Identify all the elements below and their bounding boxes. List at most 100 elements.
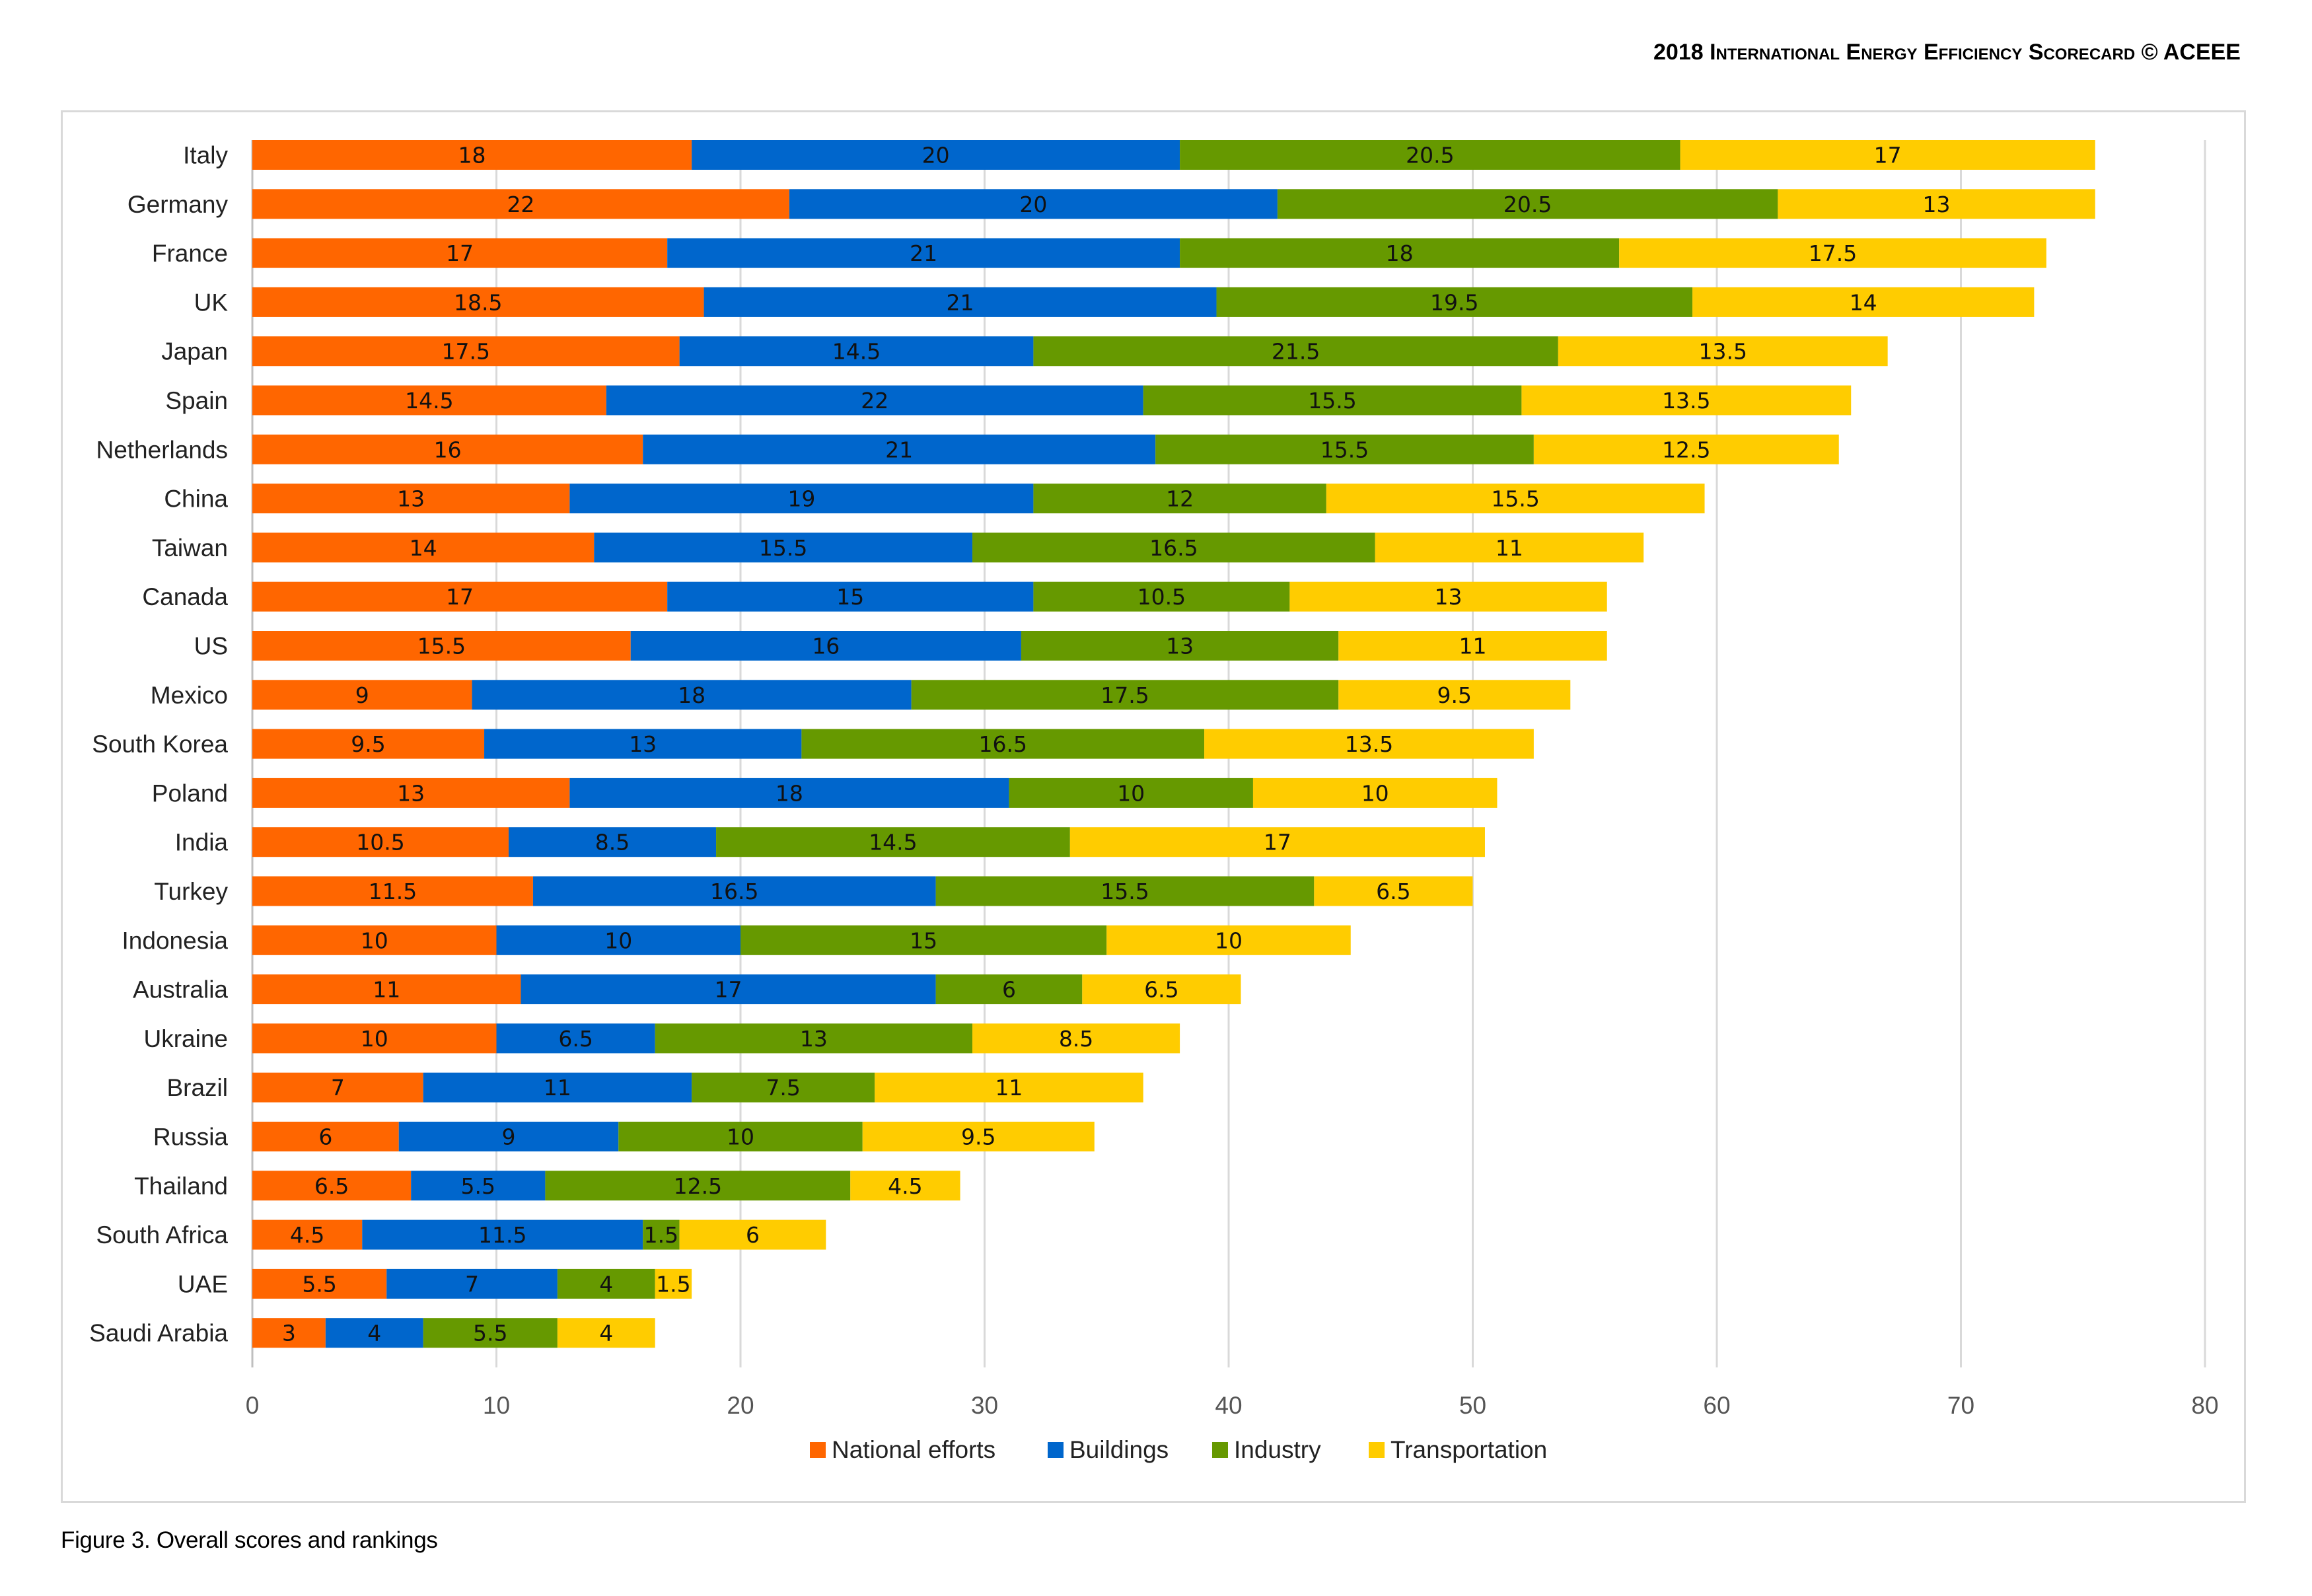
bar-uae-industry xyxy=(557,1268,655,1299)
category-label-turkey: Turkey xyxy=(154,878,228,905)
data-label-canada-national-efforts: 17 xyxy=(446,584,474,610)
bar-indonesia-transportation xyxy=(1106,925,1351,955)
category-label-italy: Italy xyxy=(183,142,228,169)
data-label-poland-national-efforts: 13 xyxy=(397,780,425,806)
bar-us-national-efforts xyxy=(252,631,631,661)
bar-ukraine-national-efforts xyxy=(252,1023,497,1054)
category-label-indonesia: Indonesia xyxy=(122,927,229,954)
bar-india-national-efforts xyxy=(252,827,509,857)
bar-south-africa-buildings xyxy=(362,1219,643,1250)
bar-japan-buildings xyxy=(679,336,1034,367)
category-label-uk: UK xyxy=(194,289,229,316)
data-label-germany-national-efforts: 22 xyxy=(507,192,534,217)
legend-label-industry: Industry xyxy=(1234,1436,1321,1463)
bar-france-buildings xyxy=(667,238,1180,268)
bar-south-africa-industry xyxy=(643,1219,680,1250)
category-label-india: India xyxy=(175,829,229,856)
bar-poland-buildings xyxy=(569,778,1009,808)
bar-italy-buildings xyxy=(692,140,1180,170)
data-label-turkey-transportation: 6.5 xyxy=(1376,879,1410,904)
bar-russia-transportation xyxy=(862,1122,1095,1151)
bar-mexico-transportation xyxy=(1338,680,1571,710)
data-label-russia-buildings: 9 xyxy=(501,1124,515,1150)
data-label-france-transportation: 17.5 xyxy=(1809,240,1857,266)
bar-poland-national-efforts xyxy=(252,778,570,808)
data-label-south-africa-transportation: 6 xyxy=(746,1222,760,1248)
data-label-netherlands-industry: 15.5 xyxy=(1320,437,1369,462)
bar-netherlands-buildings xyxy=(643,434,1156,464)
bar-india-industry xyxy=(716,827,1070,857)
data-label-uk-buildings: 21 xyxy=(947,289,974,315)
category-label-china: China xyxy=(164,486,228,513)
data-label-brazil-national-efforts: 7 xyxy=(331,1075,345,1101)
category-label-south-korea: South Korea xyxy=(92,731,228,758)
category-label-uae: UAE xyxy=(178,1270,228,1297)
data-label-mexico-buildings: 18 xyxy=(678,682,705,708)
bar-south-korea-national-efforts xyxy=(252,729,485,759)
x-tick-label-30: 30 xyxy=(971,1392,998,1419)
legend-swatch-buildings xyxy=(1048,1442,1064,1458)
data-label-italy-industry: 20.5 xyxy=(1406,143,1454,168)
bar-canada-national-efforts xyxy=(252,581,668,612)
data-label-south-korea-transportation: 13.5 xyxy=(1345,731,1393,757)
bar-japan-national-efforts xyxy=(252,336,680,367)
data-label-turkey-national-efforts: 11.5 xyxy=(369,879,417,904)
bar-russia-national-efforts xyxy=(252,1122,399,1151)
bar-brazil-national-efforts xyxy=(252,1072,423,1103)
bar-poland-transportation xyxy=(1252,778,1498,808)
data-label-taiwan-transportation: 11 xyxy=(1496,535,1523,561)
bar-germany-transportation xyxy=(1778,189,2095,219)
bar-italy-transportation xyxy=(1680,140,2095,170)
bar-uk-transportation xyxy=(1692,287,2035,317)
data-label-india-transportation: 17 xyxy=(1264,830,1291,855)
data-label-taiwan-buildings: 15.5 xyxy=(759,535,807,561)
data-label-spain-buildings: 22 xyxy=(861,388,888,414)
data-label-taiwan-industry: 16.5 xyxy=(1149,535,1198,561)
bar-china-industry xyxy=(1033,484,1326,514)
data-label-brazil-buildings: 11 xyxy=(544,1075,571,1101)
category-label-netherlands: Netherlands xyxy=(96,436,228,463)
data-label-ukraine-transportation: 8.5 xyxy=(1059,1026,1093,1052)
x-tick-label-20: 20 xyxy=(727,1392,754,1419)
bar-taiwan-national-efforts xyxy=(252,532,595,563)
bar-italy-national-efforts xyxy=(252,140,692,170)
x-tick-label-10: 10 xyxy=(483,1392,510,1419)
bar-turkey-buildings xyxy=(532,876,936,906)
data-label-netherlands-national-efforts: 16 xyxy=(434,437,462,462)
data-label-mexico-transportation: 9.5 xyxy=(1437,682,1472,708)
bar-mexico-buildings xyxy=(472,680,912,710)
bar-germany-buildings xyxy=(789,189,1278,219)
bar-mexico-industry xyxy=(911,680,1339,710)
category-label-russia: Russia xyxy=(153,1124,229,1151)
bar-saudi-arabia-industry xyxy=(423,1318,558,1348)
data-label-turkey-industry: 15.5 xyxy=(1101,879,1149,904)
data-label-us-buildings: 16 xyxy=(812,634,840,659)
bar-spain-industry xyxy=(1143,385,1522,416)
bar-turkey-industry xyxy=(935,876,1315,906)
bar-ukraine-buildings xyxy=(496,1023,655,1054)
data-label-india-buildings: 8.5 xyxy=(595,830,630,855)
data-label-germany-buildings: 20 xyxy=(1019,192,1047,217)
bar-china-transportation xyxy=(1326,484,1705,514)
bar-france-industry xyxy=(1180,238,1620,268)
data-label-uk-industry: 19.5 xyxy=(1430,289,1478,315)
data-label-italy-national-efforts: 18 xyxy=(458,143,486,168)
data-label-spain-industry: 15.5 xyxy=(1308,388,1356,414)
bar-russia-buildings xyxy=(398,1122,619,1151)
bar-italy-industry xyxy=(1180,140,1680,170)
category-label-us: US xyxy=(194,633,228,660)
bar-australia-transportation xyxy=(1082,974,1241,1005)
bar-germany-industry xyxy=(1277,189,1778,219)
data-label-south-africa-industry: 1.5 xyxy=(644,1222,678,1248)
bar-uk-national-efforts xyxy=(252,287,704,317)
data-label-uae-transportation: 1.5 xyxy=(656,1271,690,1297)
bar-brazil-buildings xyxy=(423,1072,692,1103)
bar-canada-industry xyxy=(1033,581,1290,612)
data-label-russia-industry: 10 xyxy=(727,1124,754,1150)
data-label-thailand-industry: 12.5 xyxy=(674,1173,722,1199)
bar-russia-industry xyxy=(618,1122,863,1151)
bar-south-korea-buildings xyxy=(484,729,802,759)
data-label-spain-transportation: 13.5 xyxy=(1662,388,1710,414)
data-label-south-korea-buildings: 13 xyxy=(629,731,657,757)
